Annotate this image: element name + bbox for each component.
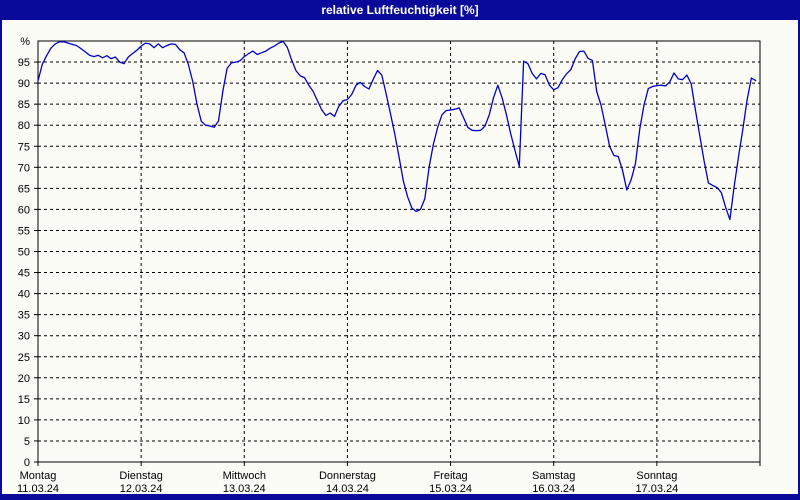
axis-labels: 0 5 10 15 20 25 30 35 40 45 50 55 60 65 70 75 80 85 90 95% M… bbox=[17, 36, 678, 494]
x-date-label: 16.03.24 bbox=[532, 483, 575, 494]
y-tick-label: 70 bbox=[18, 162, 30, 174]
window-titlebar: relative Luftfeuchtigkeit [%] bbox=[0, 0, 800, 20]
y-tick-label: 90 bbox=[18, 78, 30, 90]
y-tick-label: 95 bbox=[18, 57, 30, 69]
x-date-label: 14.03.24 bbox=[326, 483, 369, 494]
y-tick-label: 65 bbox=[18, 183, 30, 195]
chart-area: 0 5 10 15 20 25 30 35 40 45 50 55 60 65 70 75 80 85 90 95% M… bbox=[2, 20, 798, 494]
y-tick-label: 25 bbox=[18, 352, 30, 364]
x-date-label: 13.03.24 bbox=[223, 483, 266, 494]
plot-border bbox=[37, 40, 761, 463]
y-tick-label: 20 bbox=[18, 373, 30, 385]
humidity-line-chart: 0 5 10 15 20 25 30 35 40 45 50 55 60 65 70 75 80 85 90 95% M… bbox=[17, 36, 761, 494]
y-tick-label: 75 bbox=[18, 141, 30, 153]
x-date-label: 11.03.24 bbox=[17, 483, 59, 494]
x-day-label: Samstag bbox=[532, 470, 575, 482]
y-tick-label: 10 bbox=[18, 415, 30, 427]
x-day-label: Sonntag bbox=[636, 470, 677, 482]
gridlines bbox=[38, 41, 760, 462]
y-axis-unit-label: % bbox=[20, 36, 30, 48]
y-tick-label: 5 bbox=[24, 436, 30, 448]
x-day-label: Freitag bbox=[433, 470, 467, 482]
x-date-label: 12.03.24 bbox=[120, 483, 163, 494]
y-tick-label: 85 bbox=[18, 99, 30, 111]
y-tick-label: 35 bbox=[18, 310, 30, 322]
x-day-label: Mittwoch bbox=[223, 470, 266, 482]
x-day-label: Donnerstag bbox=[319, 470, 376, 482]
y-tick-label: 0 bbox=[24, 457, 30, 469]
y-tick-label: 80 bbox=[18, 120, 30, 132]
x-date-label: 15.03.24 bbox=[429, 483, 472, 494]
y-tick-label: 60 bbox=[18, 204, 30, 216]
humidity-series-line bbox=[37, 40, 757, 221]
x-day-label: Dienstag bbox=[119, 470, 162, 482]
x-date-label: 17.03.24 bbox=[635, 483, 678, 494]
y-tick-label: 50 bbox=[18, 247, 30, 259]
y-tick-label: 55 bbox=[18, 225, 30, 237]
y-tick-label: 30 bbox=[18, 331, 30, 343]
axes bbox=[34, 40, 761, 466]
y-tick-label: 45 bbox=[18, 268, 30, 280]
y-tick-label: 15 bbox=[18, 394, 30, 406]
x-day-label: Montag bbox=[20, 470, 57, 482]
window-title: relative Luftfeuchtigkeit [%] bbox=[321, 3, 479, 17]
y-tick-label: 40 bbox=[18, 289, 30, 301]
